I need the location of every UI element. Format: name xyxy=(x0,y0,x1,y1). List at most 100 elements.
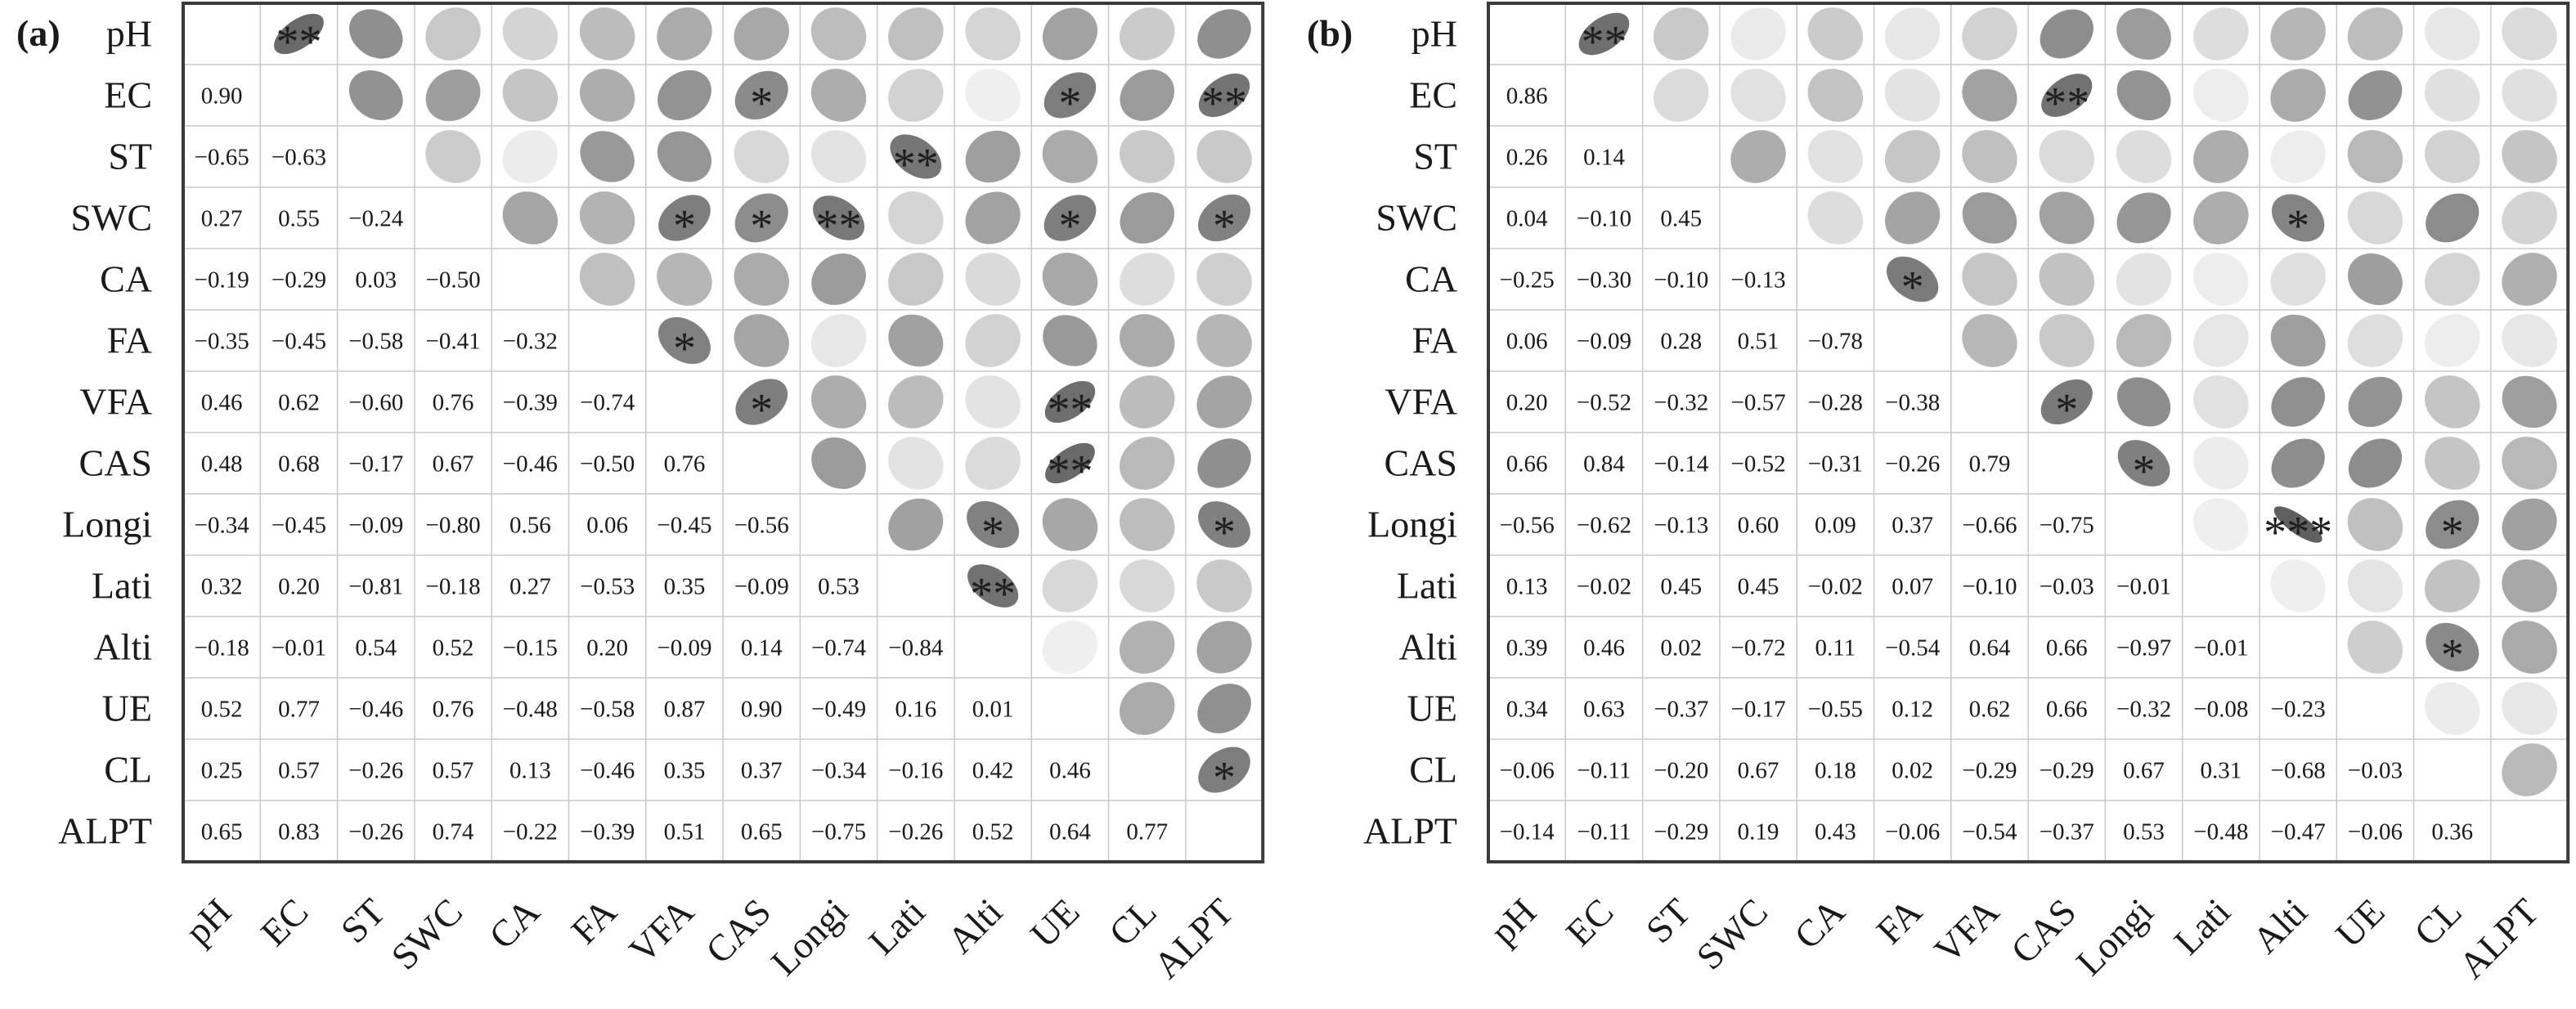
correlation-ellipse xyxy=(2117,440,2170,487)
coefficient-label: −0.28 xyxy=(1808,390,1863,416)
coefficient-label: 0.67 xyxy=(433,451,474,478)
correlation-ellipse xyxy=(1962,253,2017,306)
correlation-ellipse xyxy=(2193,375,2249,428)
correlation-ellipse xyxy=(2193,130,2249,183)
column-label: ST xyxy=(1638,890,1699,951)
significance-marker: * xyxy=(1058,201,1081,252)
correlation-ellipse xyxy=(2270,314,2326,367)
correlation-ellipse xyxy=(735,379,788,425)
correlation-ellipse xyxy=(2425,130,2480,183)
correlation-ellipse xyxy=(502,69,559,122)
correlation-ellipse xyxy=(502,7,559,61)
coefficient-label: −0.26 xyxy=(1885,451,1940,478)
coefficient-label: −0.34 xyxy=(811,758,867,784)
significance-marker: * xyxy=(2441,508,2464,558)
coefficient-label: −0.02 xyxy=(1577,574,1631,600)
coefficient-label: −0.50 xyxy=(425,267,480,294)
coefficient-label: −0.56 xyxy=(1500,513,1555,539)
correlation-ellipse xyxy=(2271,194,2325,242)
correlation-ellipse xyxy=(1120,498,1175,551)
significance-marker: ** xyxy=(816,201,862,252)
coefficient-label: −0.23 xyxy=(2271,697,2326,723)
correlation-ellipse xyxy=(888,437,944,490)
correlation-ellipse xyxy=(2425,559,2480,612)
correlation-ellipse xyxy=(888,7,944,61)
coefficient-label: −0.30 xyxy=(1577,267,1631,294)
coefficient-label: −0.75 xyxy=(811,819,866,845)
row-label: ALPT xyxy=(58,810,152,852)
row-label: ST xyxy=(108,136,152,177)
correlation-ellipse xyxy=(2039,191,2094,244)
coefficient-label: −0.41 xyxy=(425,329,480,355)
coefficient-label: −0.49 xyxy=(811,697,866,723)
coefficient-label: −0.01 xyxy=(272,635,326,661)
correlation-ellipse xyxy=(2193,7,2249,61)
correlation-ellipse xyxy=(1042,130,1098,183)
correlation-ellipse xyxy=(2426,622,2480,672)
coefficient-label: −0.18 xyxy=(195,635,249,661)
correlation-ellipse xyxy=(1042,7,1098,61)
coefficient-label: −0.26 xyxy=(348,819,403,845)
coefficient-label: −0.74 xyxy=(811,635,867,661)
coefficient-label: −0.02 xyxy=(1808,574,1863,600)
coefficient-label: −0.01 xyxy=(2116,574,2171,600)
correlation-ellipse xyxy=(657,253,712,306)
coefficient-label: 0.77 xyxy=(1126,819,1168,845)
coefficient-label: 0.02 xyxy=(1892,758,1933,784)
correlation-ellipse xyxy=(657,131,712,182)
correlation-ellipse xyxy=(1044,380,1096,424)
column-label: UE xyxy=(2327,890,2392,955)
significance-marker: * xyxy=(750,78,773,129)
correlation-ellipse xyxy=(1730,130,1786,183)
correlation-ellipse xyxy=(2426,193,2480,243)
coefficient-label: −0.80 xyxy=(425,513,480,539)
column-label: CAS xyxy=(698,890,779,971)
correlation-ellipse xyxy=(1120,7,1175,61)
significance-marker: * xyxy=(981,508,1004,558)
significance-marker: * xyxy=(673,324,696,374)
correlation-ellipse xyxy=(1730,7,1786,61)
coefficient-label: 0.06 xyxy=(1506,329,1548,355)
coefficient-label: −0.29 xyxy=(1962,758,2017,784)
significance-marker: * xyxy=(1213,201,1236,252)
correlation-ellipse xyxy=(734,7,789,61)
correlation-ellipse xyxy=(2116,377,2171,427)
correlation-ellipse xyxy=(1197,9,1251,59)
correlation-ellipse xyxy=(888,498,944,551)
correlation-ellipse xyxy=(1045,442,1095,484)
coefficient-label: 0.13 xyxy=(1506,574,1548,600)
coefficient-label: −0.19 xyxy=(195,267,249,294)
correlation-ellipse xyxy=(579,7,635,61)
coefficient-label: −0.25 xyxy=(1500,267,1555,294)
significance-marker: ** xyxy=(970,569,1016,620)
coefficient-label: 0.43 xyxy=(1815,819,1856,845)
coefficient-label: 0.20 xyxy=(586,635,628,661)
coefficient-label: −0.52 xyxy=(1730,451,1785,478)
coefficient-label: −0.01 xyxy=(2193,635,2248,661)
panel-label: (a) xyxy=(16,12,61,54)
coefficient-label: −0.47 xyxy=(2271,819,2326,845)
coefficient-label: 0.74 xyxy=(433,819,474,845)
correlation-ellipse xyxy=(810,130,867,183)
correlation-ellipse xyxy=(1198,501,1250,548)
correlation-ellipse xyxy=(579,253,635,306)
row-label: SWC xyxy=(1376,197,1457,239)
correlation-ellipse xyxy=(1884,69,1941,122)
correlation-ellipse xyxy=(2425,314,2480,367)
correlation-ellipse xyxy=(502,130,559,183)
correlation-ellipse xyxy=(1962,69,2017,122)
coefficient-label: 0.52 xyxy=(433,635,474,661)
correlation-ellipse xyxy=(1885,191,1941,244)
correlation-ellipse xyxy=(2502,498,2557,551)
row-label: Longi xyxy=(62,504,152,545)
correlation-ellipse xyxy=(2347,559,2403,612)
correlation-ellipse xyxy=(810,7,867,61)
correlation-ellipse xyxy=(810,69,867,122)
coefficient-label: −0.26 xyxy=(888,819,943,845)
correlation-ellipse xyxy=(2502,375,2557,428)
panel-a: (a) pHECSTSWCCAFAVFACASLongiLatiAltiUECLA… xyxy=(16,2,1265,986)
correlation-ellipse xyxy=(1042,559,1098,612)
coefficient-label: 0.62 xyxy=(1969,697,2011,723)
